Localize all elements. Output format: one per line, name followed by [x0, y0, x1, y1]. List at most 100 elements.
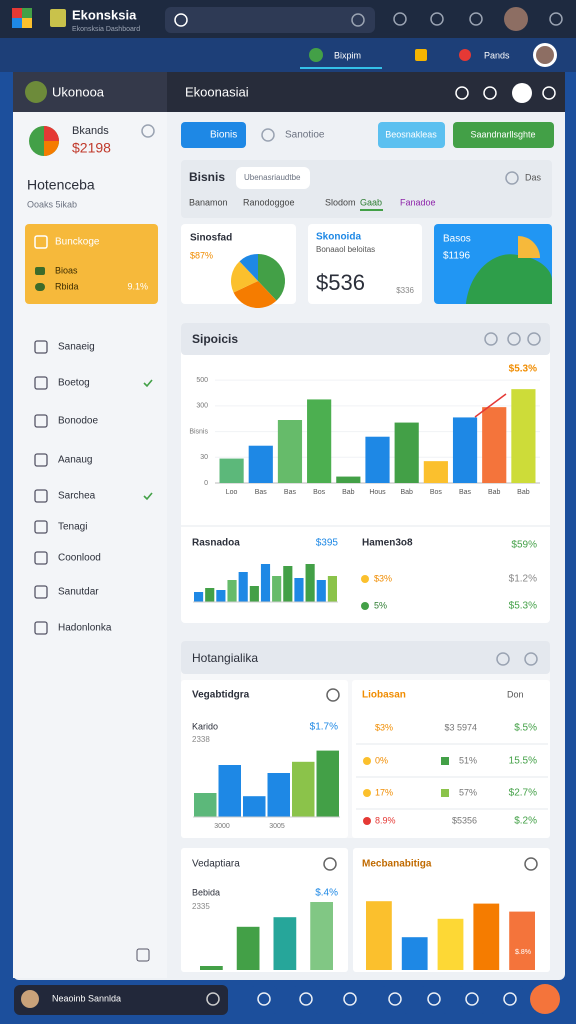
avatar[interactable] — [512, 83, 532, 103]
nav-item[interactable]: Boetog — [58, 378, 90, 389]
summary-value: $5.3% — [509, 601, 537, 612]
icon[interactable] — [465, 992, 479, 1006]
icon[interactable] — [343, 992, 357, 1006]
filter-action[interactable]: Das — [525, 172, 542, 182]
nav-item[interactable]: Tenagi — [58, 522, 87, 533]
icon[interactable] — [505, 171, 519, 185]
icon[interactable] — [323, 857, 337, 871]
card-label: Bebida — [192, 887, 220, 897]
icon[interactable] — [524, 652, 538, 666]
icon[interactable] — [351, 13, 365, 27]
nav-icon — [34, 621, 48, 635]
status-square — [441, 789, 449, 797]
search-box[interactable] — [236, 167, 310, 189]
icon[interactable] — [484, 332, 498, 346]
kpi-graphic — [518, 236, 540, 258]
filter-tab[interactable]: Gaab — [360, 197, 382, 207]
icon[interactable] — [507, 332, 521, 346]
kpi-value: $1196 — [443, 251, 471, 262]
icon[interactable] — [455, 86, 469, 100]
icon[interactable] — [430, 12, 444, 26]
filter-tab[interactable]: Fanadoe — [400, 197, 436, 207]
icon[interactable] — [299, 992, 313, 1006]
nav-item[interactable]: Coonlood — [58, 553, 101, 564]
nav-icon — [34, 453, 48, 467]
icon[interactable] — [503, 992, 517, 1006]
nav-item[interactable]: Aanaug — [58, 455, 92, 466]
row-value: $2.7% — [509, 788, 537, 799]
icon[interactable] — [549, 12, 563, 26]
tab-button[interactable] — [181, 122, 246, 148]
card-icon — [35, 283, 45, 291]
icon[interactable] — [261, 128, 275, 142]
icon[interactable] — [483, 86, 497, 100]
icon[interactable] — [542, 86, 556, 100]
nav-item[interactable]: Bonodoe — [58, 416, 98, 427]
bar — [316, 580, 326, 602]
icon[interactable] — [527, 332, 541, 346]
icon[interactable] — [206, 992, 220, 1006]
icon[interactable] — [427, 992, 441, 1006]
filter-tab[interactable]: Banamon — [189, 197, 228, 207]
icon[interactable] — [257, 992, 271, 1006]
nav-icon — [34, 414, 48, 428]
summary-value: $1.2% — [509, 574, 537, 585]
filter-tab[interactable]: Slodom — [325, 197, 356, 207]
icon[interactable] — [174, 13, 188, 27]
panel-header — [181, 641, 550, 674]
icon[interactable] — [469, 12, 483, 26]
taskbar-icon-bg — [337, 986, 363, 1014]
summary-value: $3% — [374, 573, 392, 583]
taskbar-icon-bg — [459, 986, 485, 1014]
nav-item[interactable]: Hadonlonka — [58, 623, 112, 634]
card-value: $1.7% — [310, 722, 338, 733]
panel-header — [181, 323, 550, 355]
bar — [452, 417, 478, 483]
filter-tab[interactable]: Ranodoggoe — [243, 197, 295, 207]
bar — [219, 458, 244, 483]
icon[interactable] — [496, 652, 510, 666]
address-bar[interactable] — [165, 7, 375, 33]
icon[interactable] — [141, 124, 155, 138]
bar — [194, 592, 204, 602]
bar — [218, 765, 241, 817]
nav-item[interactable]: Sanutdar — [58, 587, 99, 598]
card-icon — [34, 235, 48, 249]
tab[interactable]: Bixpim — [334, 50, 361, 60]
status-dot — [363, 789, 371, 797]
kpi-value: $536 — [316, 270, 365, 295]
panel-title: Hotangialika — [192, 651, 258, 665]
card-value: $.4% — [315, 888, 338, 899]
button[interactable] — [378, 122, 445, 148]
taskbar-app[interactable] — [530, 984, 560, 1014]
bar — [401, 937, 428, 970]
row-value: $3 5974 — [444, 722, 477, 732]
panel-title: Sipoicis — [192, 332, 238, 346]
icon[interactable] — [524, 857, 538, 871]
bar — [316, 750, 339, 817]
nav-icon — [34, 551, 48, 565]
app-icon — [12, 18, 22, 28]
kpi-subtitle: Bonaaol beloitas — [316, 245, 375, 254]
x-tick-label: Hous — [369, 489, 386, 496]
nav-item[interactable]: Sarchea — [58, 491, 96, 502]
icon[interactable] — [393, 12, 407, 26]
avatar[interactable] — [504, 7, 528, 31]
kpi-note: $336 — [396, 286, 414, 295]
card-subtitle: 2338 — [192, 735, 210, 744]
tab[interactable]: Pands — [484, 50, 510, 60]
x-tick-label: Bas — [255, 489, 268, 496]
nav-item[interactable]: Sanaeig — [58, 342, 95, 353]
collapse-icon[interactable] — [136, 948, 150, 962]
button[interactable] — [453, 122, 554, 148]
link[interactable]: Sanotioe — [285, 130, 325, 141]
bar — [236, 926, 260, 970]
kpi-title: Sinosfad — [190, 233, 232, 244]
icon[interactable] — [388, 992, 402, 1006]
card-value: 9.1% — [127, 281, 148, 291]
icon[interactable] — [326, 688, 340, 702]
bar — [272, 576, 282, 602]
card-action[interactable]: Don — [507, 689, 524, 699]
x-label: 3000 — [214, 823, 230, 830]
bar — [273, 917, 297, 970]
